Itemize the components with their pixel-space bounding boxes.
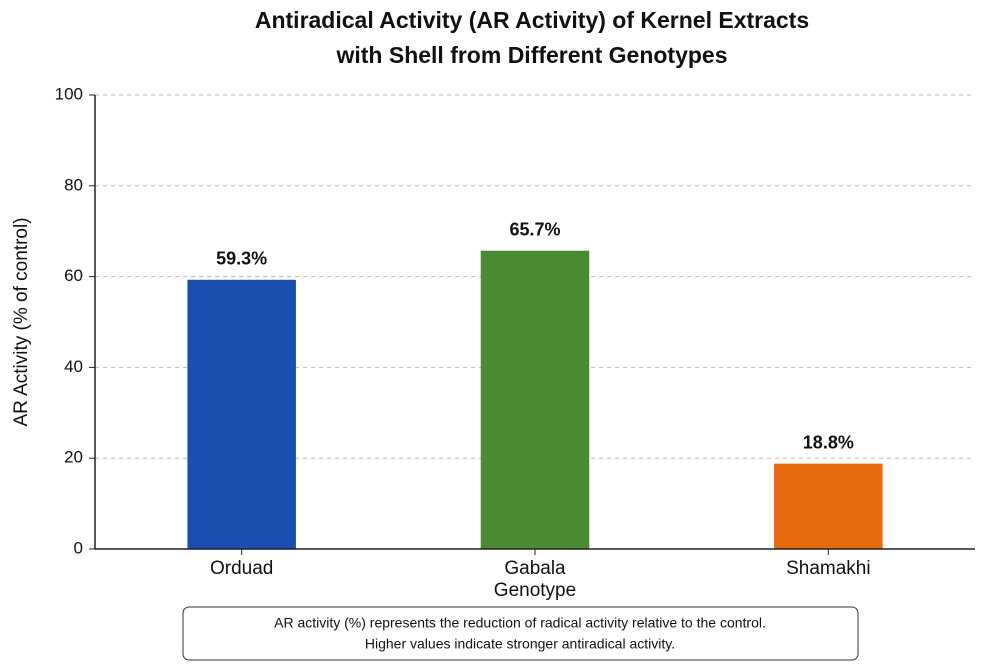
value-label: 18.8% [803, 432, 854, 452]
y-tick-label: 60 [64, 266, 83, 285]
x-tick-label: Orduad [210, 558, 273, 579]
note-text: Higher values indicate stronger antiradi… [365, 636, 675, 652]
note-box [182, 606, 859, 661]
chart-title: with Shell from Different Genotypes [335, 42, 727, 68]
y-tick-label: 100 [55, 84, 83, 103]
bar [774, 463, 883, 549]
value-label: 59.3% [216, 249, 267, 269]
note-text: AR activity (%) represents the reduction… [274, 615, 766, 631]
y-tick-label: 40 [64, 357, 83, 376]
bar [480, 250, 590, 550]
x-axis-label: Genotype [494, 580, 576, 601]
y-tick-label: 0 [74, 538, 83, 557]
x-tick-label: Gabala [504, 558, 566, 579]
x-tick-label: Shamakhi [786, 558, 871, 579]
chart-title: Antiradical Activity (AR Activity) of Ke… [255, 7, 809, 33]
y-axis-label: AR Activity (% of control) [11, 217, 32, 426]
bar [187, 279, 296, 549]
y-tick-label: 80 [64, 175, 83, 194]
y-tick-label: 20 [64, 448, 83, 467]
value-label: 65.7% [509, 219, 560, 239]
